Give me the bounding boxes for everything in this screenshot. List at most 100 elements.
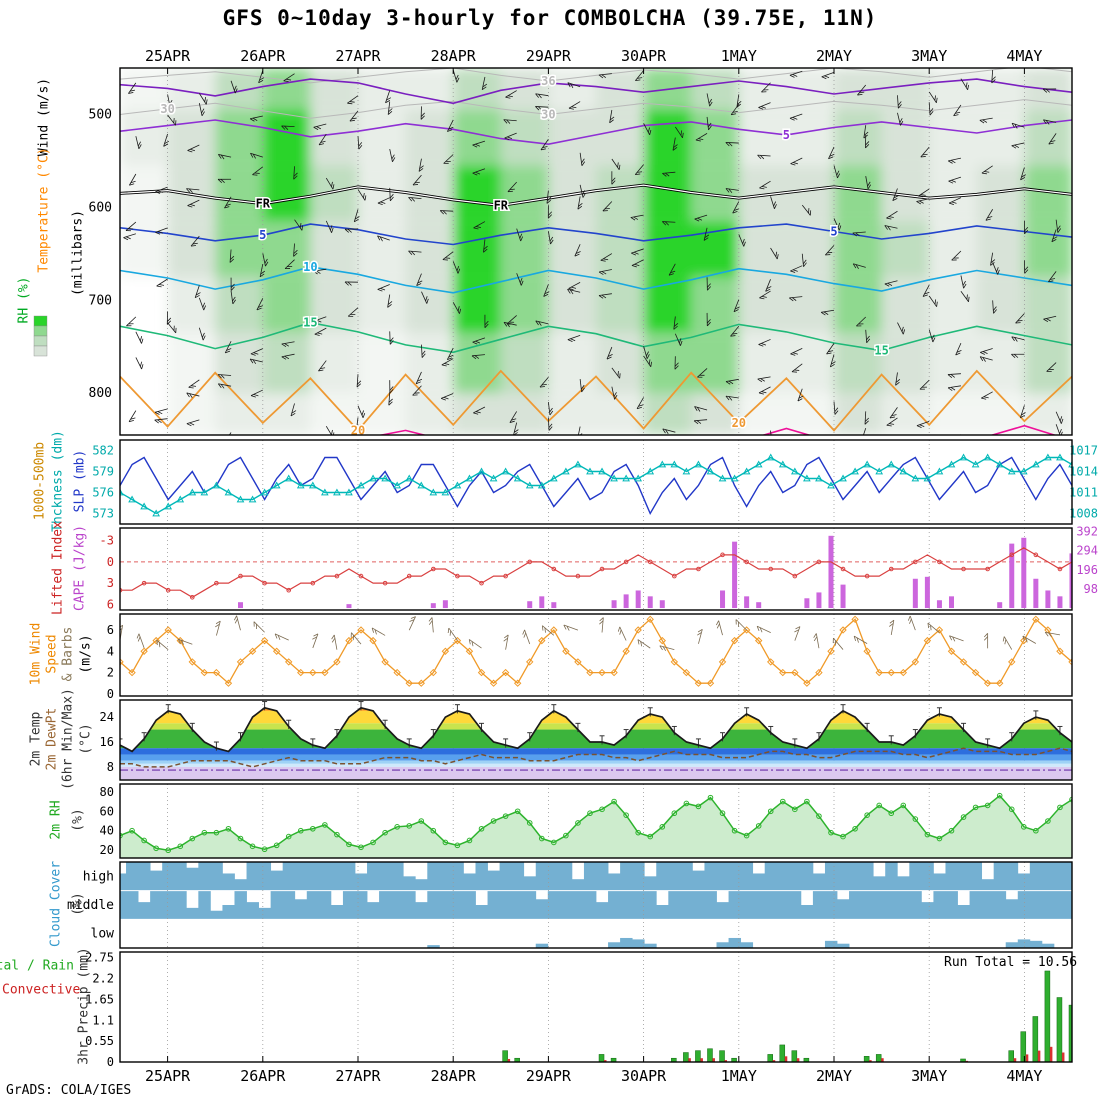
side-label-cape-li: Lifted Index bbox=[50, 521, 66, 615]
svg-text:0: 0 bbox=[107, 555, 114, 569]
svg-text:30APR: 30APR bbox=[621, 47, 667, 65]
svg-text:28APR: 28APR bbox=[431, 47, 477, 65]
svg-text:3MAY: 3MAY bbox=[911, 1067, 947, 1085]
svg-text:25APR: 25APR bbox=[145, 1067, 191, 1085]
slp-thickness-panel bbox=[120, 440, 1072, 524]
svg-text:40: 40 bbox=[100, 824, 114, 838]
svg-text:29APR: 29APR bbox=[526, 1067, 572, 1085]
svg-text:low: low bbox=[91, 927, 115, 942]
svg-text:294: 294 bbox=[1076, 544, 1098, 558]
svg-text:573: 573 bbox=[92, 507, 114, 521]
svg-text:3MAY: 3MAY bbox=[911, 47, 947, 65]
rh-shading bbox=[120, 68, 1072, 435]
rh-legend-swatches bbox=[33, 315, 48, 357]
svg-text:2MAY: 2MAY bbox=[816, 47, 852, 65]
svg-text:0.55: 0.55 bbox=[85, 1034, 114, 1048]
side-label-w10-d: (m/s) bbox=[78, 634, 94, 674]
svg-text:15: 15 bbox=[303, 316, 317, 330]
side-label-cc-a: Cloud Cover bbox=[48, 860, 64, 948]
svg-text:high: high bbox=[83, 869, 114, 884]
isotherm-contours bbox=[120, 68, 1072, 435]
cloud-cover-panel bbox=[120, 862, 1072, 948]
svg-text:FR: FR bbox=[256, 197, 271, 211]
side-label-t2-d: (°C) bbox=[78, 723, 94, 755]
svg-text:FR: FR bbox=[494, 199, 509, 213]
side-label-slp-slp: SLP (mb) bbox=[72, 449, 88, 513]
svg-text:1014: 1014 bbox=[1069, 465, 1098, 479]
svg-text:392: 392 bbox=[1076, 525, 1098, 539]
svg-text:4MAY: 4MAY bbox=[1006, 47, 1042, 65]
svg-text:700: 700 bbox=[89, 293, 112, 308]
svg-text:26APR: 26APR bbox=[240, 47, 286, 65]
precip-panel bbox=[167, 952, 1072, 1062]
svg-text:60: 60 bbox=[100, 804, 114, 818]
upper-wind-barbs bbox=[123, 69, 1064, 435]
svg-text:36: 36 bbox=[541, 74, 555, 88]
svg-text:30: 30 bbox=[541, 107, 555, 121]
svg-text:98: 98 bbox=[1084, 582, 1098, 596]
svg-text:4: 4 bbox=[107, 644, 114, 658]
svg-text:1MAY: 1MAY bbox=[721, 1067, 757, 1085]
svg-text:576: 576 bbox=[92, 486, 114, 500]
svg-text:16: 16 bbox=[100, 735, 114, 749]
svg-text:579: 579 bbox=[92, 465, 114, 479]
side-label-upper-wind: Wind (m/s) bbox=[36, 77, 52, 157]
svg-text:582: 582 bbox=[92, 444, 114, 458]
side-label-w10-b: Speed bbox=[44, 634, 60, 674]
svg-text:30: 30 bbox=[160, 102, 174, 116]
svg-text:27APR: 27APR bbox=[335, 1067, 381, 1085]
svg-text:6: 6 bbox=[107, 597, 114, 611]
side-label-pr-a: Total / Rain bbox=[0, 958, 74, 974]
side-label-pr-b: Convective bbox=[2, 982, 81, 998]
svg-text:1017: 1017 bbox=[1069, 444, 1098, 458]
svg-text:26APR: 26APR bbox=[240, 1067, 286, 1085]
svg-text:24: 24 bbox=[100, 710, 114, 724]
side-label-slp-thousand: 1000-500mb bbox=[32, 441, 48, 521]
svg-text:29APR: 29APR bbox=[526, 47, 572, 65]
side-label-cape-cape: CAPE (J/kg) bbox=[72, 524, 88, 612]
svg-text:2.2: 2.2 bbox=[92, 972, 114, 986]
rh2-panel bbox=[120, 784, 1072, 858]
svg-text:10: 10 bbox=[303, 260, 317, 274]
side-label-cc-b: (%) bbox=[70, 892, 86, 916]
chart-title: GFS 0~10day 3-hourly for COMBOLCHA (39.7… bbox=[222, 6, 878, 30]
svg-text:5: 5 bbox=[259, 228, 266, 242]
svg-text:2: 2 bbox=[107, 666, 114, 680]
svg-text:196: 196 bbox=[1076, 563, 1098, 577]
side-label-rh2-a: 2m RH bbox=[48, 800, 64, 840]
side-label-upper-mb: (millibars) bbox=[70, 209, 86, 297]
run-total-annotation: Run Total = 10.56 bbox=[944, 955, 1077, 970]
svg-text:4MAY: 4MAY bbox=[1006, 1067, 1042, 1085]
svg-text:1.65: 1.65 bbox=[85, 992, 114, 1006]
wind10-panel bbox=[120, 614, 1072, 696]
svg-text:5: 5 bbox=[830, 225, 837, 239]
side-label-rh2-b: (%) bbox=[70, 808, 86, 832]
side-label-t2-b: 2m DewPt bbox=[44, 707, 60, 771]
svg-text:1MAY: 1MAY bbox=[721, 47, 757, 65]
svg-text:27APR: 27APR bbox=[335, 47, 381, 65]
cape-li-panel bbox=[120, 528, 1072, 610]
svg-text:25APR: 25APR bbox=[145, 47, 191, 65]
svg-text:1008: 1008 bbox=[1069, 507, 1098, 521]
side-label-w10-a: 10m Wind bbox=[28, 622, 44, 686]
grads-credit: GrADS: COLA/IGES bbox=[6, 1083, 132, 1098]
svg-text:800: 800 bbox=[89, 386, 112, 401]
svg-text:1.1: 1.1 bbox=[92, 1013, 114, 1027]
side-label-w10-c: & Barbs bbox=[60, 626, 76, 682]
svg-text:1011: 1011 bbox=[1069, 486, 1098, 500]
svg-text:20: 20 bbox=[732, 416, 746, 430]
svg-text:500: 500 bbox=[89, 107, 112, 122]
svg-text:5: 5 bbox=[783, 128, 790, 142]
svg-text:2.75: 2.75 bbox=[85, 951, 114, 965]
svg-text:2MAY: 2MAY bbox=[816, 1067, 852, 1085]
side-label-pr-c: 3hr Precip (mm) bbox=[76, 947, 92, 1065]
side-label-t2-c: (6hr Min/Max) bbox=[60, 688, 76, 790]
svg-text:8: 8 bbox=[107, 760, 114, 774]
svg-text:3: 3 bbox=[107, 576, 114, 590]
side-label-upper-rh: RH (%) bbox=[16, 276, 32, 324]
x-axis-labels: 25APR 25APR 26APR 26APR 27APR 27APR 28APR 28APR… bbox=[145, 47, 1042, 1085]
svg-text:0: 0 bbox=[107, 1055, 114, 1069]
svg-text:600: 600 bbox=[89, 200, 112, 215]
